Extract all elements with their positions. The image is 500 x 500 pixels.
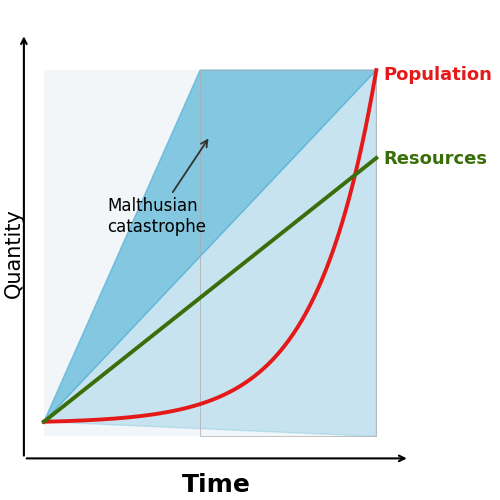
Bar [44, 70, 376, 436]
Text: Population: Population [383, 66, 492, 84]
Polygon shape [44, 70, 376, 422]
Text: Resources: Resources [383, 150, 487, 168]
Text: Quantity: Quantity [4, 208, 24, 298]
Text: Malthusian
catastrophe: Malthusian catastrophe [107, 140, 208, 236]
Text: Time: Time [182, 473, 251, 497]
Bar [200, 70, 376, 436]
Polygon shape [44, 70, 376, 436]
